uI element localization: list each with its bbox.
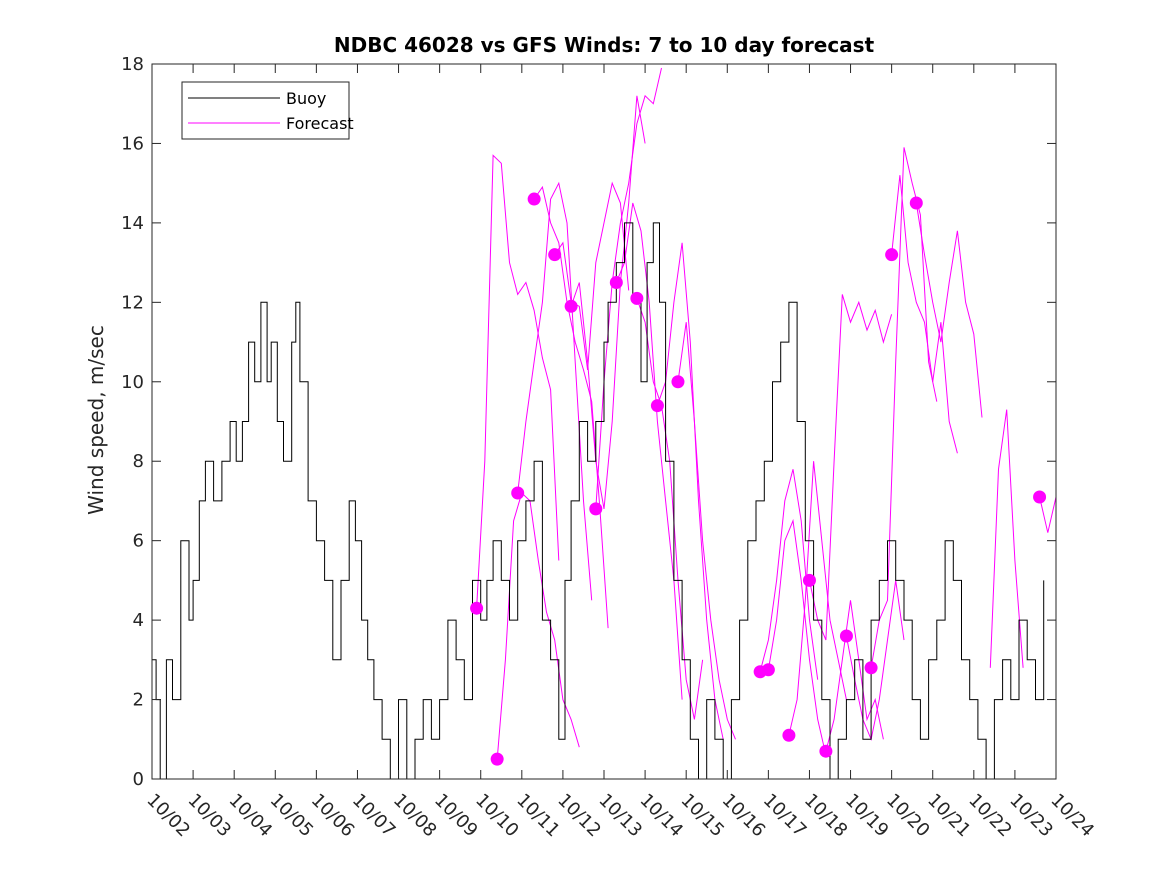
forecast-marker bbox=[671, 375, 685, 389]
x-tick-label: 10/07 bbox=[348, 790, 400, 842]
forecast-line bbox=[809, 294, 893, 641]
forecast-line bbox=[759, 469, 819, 680]
x-tick-label: 10/05 bbox=[266, 790, 318, 842]
y-tick-label: 2 bbox=[133, 690, 144, 711]
forecast-marker bbox=[490, 752, 504, 766]
y-tick-label: 4 bbox=[133, 610, 144, 631]
forecast-line bbox=[767, 518, 827, 756]
x-tick-label: 10/02 bbox=[142, 790, 194, 842]
y-tick-label: 14 bbox=[121, 213, 144, 234]
plot-area bbox=[152, 67, 1057, 780]
x-tick-label: 10/06 bbox=[307, 790, 359, 842]
x-tick-label: 10/22 bbox=[964, 790, 1016, 842]
forecast-line bbox=[476, 154, 560, 609]
forecast-line bbox=[677, 322, 736, 740]
forecast-marker bbox=[609, 275, 623, 289]
x-tick-label: 10/18 bbox=[800, 790, 852, 842]
x-tick-label: 10/10 bbox=[471, 790, 523, 842]
forecast-marker bbox=[527, 192, 541, 206]
y-tick-label: 10 bbox=[121, 372, 144, 393]
forecast-line bbox=[989, 409, 1024, 668]
legend-forecast-label: Forecast bbox=[286, 114, 354, 133]
forecast-marker bbox=[885, 248, 899, 262]
forecast-line bbox=[825, 600, 884, 752]
forecast-marker bbox=[864, 661, 878, 675]
x-tick-label: 10/24 bbox=[1046, 790, 1098, 842]
x-tick-label: 10/09 bbox=[430, 790, 482, 842]
buoy-line bbox=[152, 222, 1045, 780]
x-tick-label: 10/14 bbox=[636, 790, 688, 842]
x-tick-label: 10/16 bbox=[718, 790, 770, 842]
forecast-marker bbox=[802, 573, 816, 587]
forecast-marker bbox=[548, 248, 562, 262]
forecast-line bbox=[496, 492, 580, 760]
y-tick-label: 16 bbox=[121, 133, 144, 154]
forecast-line bbox=[554, 181, 630, 370]
forecast-marker bbox=[470, 601, 484, 615]
forecast-line bbox=[656, 242, 724, 740]
y-tick-label: 8 bbox=[133, 451, 144, 472]
y-tick-label: 0 bbox=[133, 769, 144, 790]
x-tick-label: 10/04 bbox=[225, 790, 277, 842]
legend-buoy-label: Buoy bbox=[286, 89, 326, 108]
x-tick-label: 10/13 bbox=[594, 790, 646, 842]
x-tick-label: 10/19 bbox=[841, 790, 893, 842]
forecast-line bbox=[870, 147, 938, 668]
x-tick-label: 10/12 bbox=[553, 790, 605, 842]
x-tick-label: 10/23 bbox=[1005, 790, 1057, 842]
forecast-line bbox=[570, 95, 646, 509]
forecast-marker bbox=[650, 399, 664, 413]
forecast-marker bbox=[1033, 490, 1047, 504]
forecast-line bbox=[615, 202, 683, 700]
x-tick-label: 10/17 bbox=[759, 790, 811, 842]
forecast-line bbox=[891, 175, 958, 454]
forecast-marker bbox=[511, 486, 525, 500]
forecast-line bbox=[845, 580, 905, 741]
chart-title: NDBC 46028 vs GFS Winds: 7 to 10 day for… bbox=[334, 33, 875, 57]
y-axis: 0 2 4 6 8 10 12 14 16 18 bbox=[121, 54, 1056, 790]
y-tick-label: 6 bbox=[133, 531, 144, 552]
x-tick-label: 10/11 bbox=[512, 790, 564, 842]
y-tick-label: 18 bbox=[121, 54, 144, 75]
y-axis-label: Wind speed, m/sec bbox=[84, 325, 108, 515]
forecast-line bbox=[517, 181, 593, 601]
forecast-marker bbox=[909, 196, 923, 210]
forecast-marker bbox=[564, 299, 578, 313]
x-tick-label: 10/03 bbox=[184, 790, 236, 842]
legend: Buoy Forecast bbox=[181, 81, 354, 140]
forecast-marker bbox=[839, 629, 853, 643]
forecast-marker bbox=[589, 502, 603, 516]
forecast-marker bbox=[761, 663, 775, 677]
x-axis: 10/0210/0310/0410/0510/0610/0710/0810/09… bbox=[142, 64, 1098, 841]
forecast-line bbox=[915, 202, 983, 418]
x-tick-label: 10/21 bbox=[923, 790, 975, 842]
y-tick-label: 12 bbox=[121, 292, 144, 313]
forecast-marker bbox=[819, 744, 833, 758]
forecast-line bbox=[788, 461, 847, 736]
forecast-marker bbox=[630, 291, 644, 305]
legend-box bbox=[181, 81, 350, 140]
forecast-line bbox=[1039, 496, 1057, 533]
forecast-line bbox=[595, 67, 662, 509]
x-tick-label: 10/08 bbox=[389, 790, 441, 842]
x-tick-label: 10/20 bbox=[882, 790, 934, 842]
x-tick-label: 10/15 bbox=[677, 790, 729, 842]
forecast-marker bbox=[782, 728, 796, 742]
